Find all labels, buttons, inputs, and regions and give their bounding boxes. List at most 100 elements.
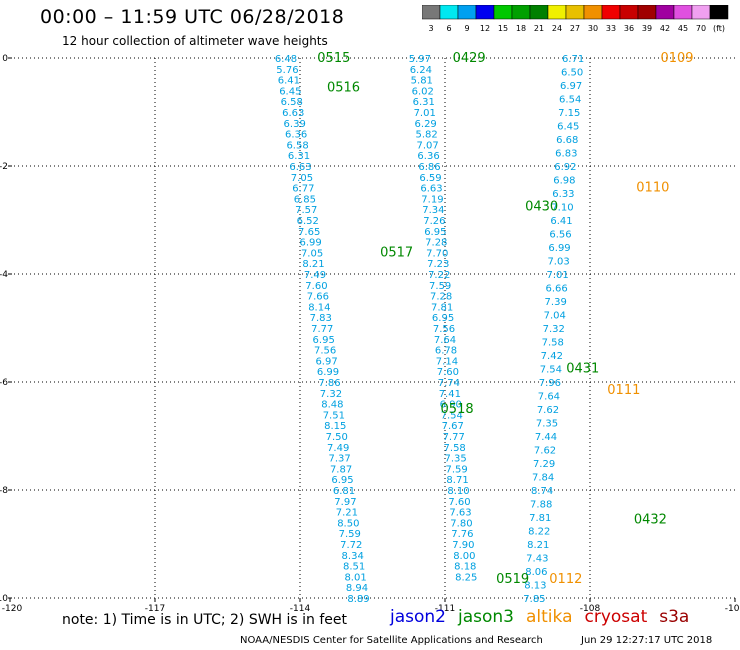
color-swatch-label: 18 <box>516 24 526 33</box>
wave-height-value: 7.62 <box>534 446 556 457</box>
color-swatch-label: 27 <box>570 24 580 33</box>
pass-time-label: 0519 <box>496 572 529 587</box>
units-note: note: 1) Time is in UTC; 2) SWH is in fe… <box>62 612 348 628</box>
wave-height-value: 7.77 <box>443 432 465 443</box>
x-tick-label: -108 <box>580 604 601 614</box>
wave-height-value: 7.70 <box>426 248 448 259</box>
wave-height-value: 7.56 <box>433 324 455 335</box>
wave-height-value: 6.36 <box>285 130 307 141</box>
wave-height-value: 8.22 <box>528 527 550 538</box>
wave-height-value: 7.80 <box>450 518 472 529</box>
wave-height-value: 7.81 <box>529 513 551 524</box>
color-swatch-label: 45 <box>678 24 688 33</box>
x-tick-label: -120 <box>2 604 23 614</box>
credit-line: NOAA/NESDIS Center for Satellite Applica… <box>240 635 543 646</box>
wave-height-value: 6.77 <box>292 184 314 195</box>
pass-time-label: 0109 <box>660 51 693 66</box>
pass-time-label: 0518 <box>441 402 474 417</box>
wave-height-value: 7.96 <box>539 378 561 389</box>
wave-height-value: 7.62 <box>537 405 559 416</box>
wave-height-value: 6.56 <box>549 230 571 241</box>
wave-height-value: 6.92 <box>554 162 576 173</box>
wave-height-value: 6.45 <box>557 122 579 133</box>
wave-height-value: 7.01 <box>546 270 568 281</box>
wave-height-value: 6.95 <box>331 475 353 486</box>
wave-height-value: 6.45 <box>279 86 301 97</box>
wave-height-value: 7.04 <box>544 311 566 322</box>
color-swatch-label: 3 <box>428 24 433 33</box>
wave-height-value: 7.23 <box>427 259 449 270</box>
wave-height-value: 7.64 <box>434 335 456 346</box>
y-tick-label: -8 <box>0 486 8 496</box>
color-swatch-label: 12 <box>480 24 490 33</box>
x-tick-label: -111 <box>435 604 455 614</box>
wave-height-value: 6.90 <box>440 400 462 411</box>
wave-height-value: 6.52 <box>297 216 319 227</box>
wave-height-value: 7.44 <box>535 432 557 443</box>
wave-height-value: 7.84 <box>532 473 554 484</box>
wave-height-value: 6.48 <box>275 54 297 65</box>
wave-height-value: 7.05 <box>291 173 313 184</box>
wave-height-value: 6.83 <box>555 149 577 160</box>
wave-height-value: 7.60 <box>448 497 470 508</box>
wave-height-value: 6.99 <box>548 243 570 254</box>
wave-height-value: 5.97 <box>409 54 431 65</box>
wave-height-value: 7.28 <box>425 238 447 249</box>
wave-height-value: 7.83 <box>310 313 332 324</box>
wave-height-value: 6.31 <box>413 97 435 108</box>
wave-height-value: 6.50 <box>561 68 583 79</box>
wave-height-value: 6.41 <box>278 76 300 87</box>
color-swatch-label: 30 <box>588 24 598 33</box>
wave-height-value: 7.37 <box>329 454 351 465</box>
wave-height-value: 8.94 <box>346 583 368 594</box>
wave-height-value: 7.85 <box>523 594 545 605</box>
wave-height-value: 6.95 <box>313 335 335 346</box>
wave-height-value: 7.49 <box>327 443 349 454</box>
legend-altika: altika <box>526 607 573 627</box>
wave-height-value: 7.42 <box>541 351 563 362</box>
wave-height-value: 7.60 <box>305 281 327 292</box>
wave-height-value: 6.54 <box>559 95 581 106</box>
wave-height-value: 7.26 <box>423 216 445 227</box>
wave-height-value: 7.14 <box>436 356 458 367</box>
wave-height-value: 7.74 <box>438 378 460 389</box>
wave-height-value: 7.07 <box>416 140 438 151</box>
wave-height-value: 6.63 <box>420 184 442 195</box>
wave-height-value: 7.29 <box>533 459 555 470</box>
color-swatch-label: 39 <box>642 24 652 33</box>
wave-height-value: 7.86 <box>318 378 340 389</box>
x-tick-label: -114 <box>290 604 311 614</box>
wave-height-value: 7.65 <box>298 227 320 238</box>
wave-height-value: 6.95 <box>424 227 446 238</box>
wave-height-value: 7.72 <box>340 540 362 551</box>
wave-height-value: 6.95 <box>432 313 454 324</box>
wave-height-value: 6.97 <box>315 356 337 367</box>
wave-height-value: 8.25 <box>455 572 477 583</box>
wave-height-value: 7.19 <box>421 194 443 205</box>
wave-height-value: 7.66 <box>307 292 329 303</box>
wave-height-value: 6.78 <box>435 346 457 357</box>
color-swatch-label: 24 <box>552 24 562 33</box>
wave-height-value: 7.77 <box>311 324 333 335</box>
wave-height-value: 7.81 <box>431 302 453 313</box>
wave-height-value: 7.43 <box>526 554 548 565</box>
wave-height-value: 7.58 <box>542 338 564 349</box>
wave-height-value: 6.31 <box>288 151 310 162</box>
pass-time-label: 0112 <box>549 572 582 587</box>
wave-height-value: 5.76 <box>276 65 298 76</box>
wave-height-value: 6.63 <box>289 162 311 173</box>
wave-height-value: 5.81 <box>411 76 433 87</box>
wave-height-value: 6.02 <box>412 86 434 97</box>
pass-time-label: 0517 <box>380 245 413 260</box>
wave-height-value: 6.24 <box>410 65 432 76</box>
color-swatch-label: 42 <box>660 24 670 33</box>
wave-height-value: 8.21 <box>527 540 549 551</box>
wave-height-value: 6.41 <box>550 216 572 227</box>
wave-height-value: 7.60 <box>437 367 459 378</box>
wave-height-value: 7.76 <box>451 529 473 540</box>
wave-height-value: 7.88 <box>530 500 552 511</box>
wave-height-value: 6.58 <box>281 97 303 108</box>
wave-height-value: 8.18 <box>454 562 476 573</box>
pass-time-label: 0111 <box>607 383 640 398</box>
